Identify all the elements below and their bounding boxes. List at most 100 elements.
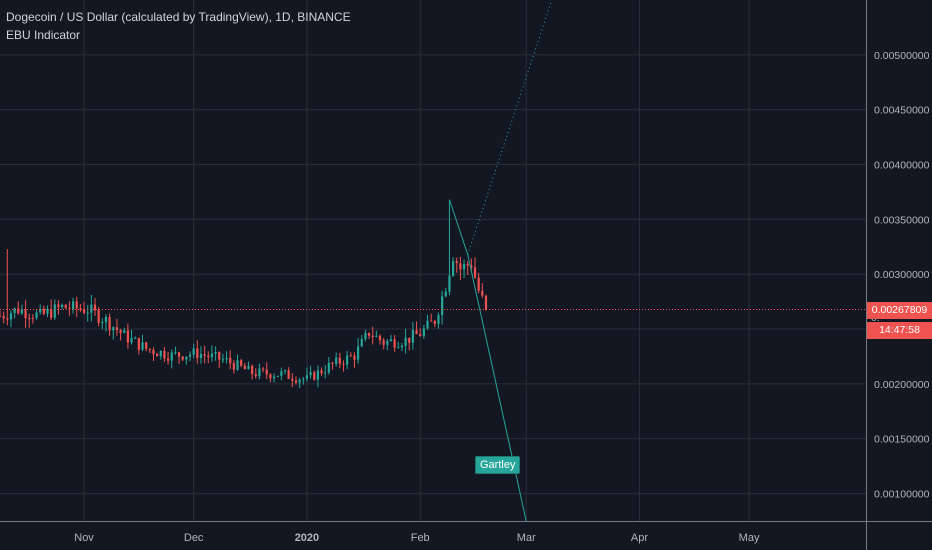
candle-up	[375, 330, 378, 338]
candle-body	[320, 370, 323, 374]
y-tick-label: 0.00400000	[874, 160, 930, 172]
candle-body	[272, 376, 276, 379]
candle-up	[86, 304, 89, 322]
candle-up	[327, 356, 330, 375]
candle-down	[419, 328, 422, 337]
candle-up	[324, 365, 327, 379]
y-tick-label: 0.00300000	[874, 269, 930, 281]
candle-body	[90, 304, 93, 313]
candle-down	[367, 332, 371, 340]
drawings-layer[interactable]	[448, 0, 553, 522]
candle-up	[426, 314, 429, 330]
candle-down	[353, 352, 356, 368]
candle-up	[452, 257, 455, 277]
candle-down	[433, 319, 436, 328]
candle-up	[214, 346, 217, 361]
candle-body	[50, 309, 53, 318]
candle-up	[35, 309, 38, 320]
candle-body	[291, 378, 294, 381]
candle-up	[298, 377, 301, 389]
candle-body	[382, 340, 385, 345]
candle-down	[294, 376, 298, 385]
candle-up	[335, 352, 338, 367]
candle-body	[247, 365, 250, 370]
candle-body	[426, 320, 429, 329]
candle-body	[148, 348, 151, 350]
candle-up	[400, 343, 404, 352]
x-tick-label: Feb	[411, 532, 430, 544]
candle-body	[364, 332, 367, 340]
candle-body	[232, 363, 235, 370]
last-price-tag: 0.00267809	[867, 301, 932, 319]
candle-body	[324, 372, 327, 374]
candle-down	[473, 257, 477, 279]
candle-body	[243, 365, 246, 370]
candle-up	[397, 341, 400, 349]
candle-up	[170, 349, 173, 369]
candle-up	[356, 338, 360, 364]
candle-body	[218, 351, 221, 360]
candle-body	[13, 308, 16, 314]
candle-down	[287, 367, 290, 379]
candle-down	[126, 323, 129, 349]
y-tick-label: 0.00450000	[874, 105, 930, 117]
candle-up	[305, 367, 309, 382]
pattern-label-gartley[interactable]: Gartley	[475, 456, 521, 474]
candle-down	[338, 352, 341, 369]
candle-down	[481, 283, 484, 298]
x-tick-label: 2020	[295, 532, 319, 544]
candle-down	[64, 303, 67, 309]
candle-body	[163, 351, 166, 359]
candle-body	[360, 339, 363, 347]
candle-body	[104, 316, 108, 323]
candle-down	[240, 358, 243, 368]
candle-down	[265, 362, 268, 379]
candle-body	[97, 310, 100, 323]
candle-body	[123, 330, 126, 333]
candle-up	[448, 199, 451, 296]
candle-body	[166, 358, 170, 361]
candle-body	[353, 355, 356, 360]
candle-down	[181, 355, 184, 362]
candle-body	[338, 357, 341, 364]
candle-body	[159, 351, 162, 357]
candle-body	[287, 370, 290, 379]
indicator-title[interactable]: EBU Indicator	[6, 28, 81, 42]
candle-body	[258, 368, 261, 377]
candle-up	[90, 294, 93, 322]
candle-body	[188, 354, 192, 357]
candle-body	[137, 337, 140, 350]
candle-body	[397, 347, 400, 349]
candle-up	[13, 307, 16, 319]
candle-down	[415, 321, 418, 335]
candle-body	[35, 312, 38, 319]
candle-body	[419, 334, 422, 337]
candle-body	[477, 277, 480, 291]
candle-body	[251, 365, 254, 375]
candle-body	[335, 357, 338, 364]
y-tick-label: 0.00350000	[874, 214, 930, 226]
candle-body	[371, 335, 374, 337]
candle-body	[415, 330, 418, 335]
candle-body	[203, 354, 206, 356]
candle-body	[400, 345, 404, 348]
candle-body	[214, 351, 217, 354]
candle-up	[364, 329, 367, 342]
candle-body	[444, 291, 447, 297]
candle-body	[346, 355, 349, 365]
candle-body	[2, 316, 5, 319]
candle-down	[17, 301, 20, 315]
candle-down	[261, 367, 265, 373]
symbol-title[interactable]: Dogecoin / US Dollar (calculated by Trad…	[6, 10, 351, 24]
candle-body	[481, 290, 484, 296]
candle-up	[221, 353, 224, 364]
candle-body	[108, 316, 111, 331]
candle-body	[57, 304, 60, 308]
candle-down	[349, 352, 352, 357]
candle-body	[170, 352, 173, 361]
projection-line-dotted[interactable]	[467, 0, 553, 255]
candle-body	[75, 301, 78, 309]
candle-body	[196, 348, 199, 358]
